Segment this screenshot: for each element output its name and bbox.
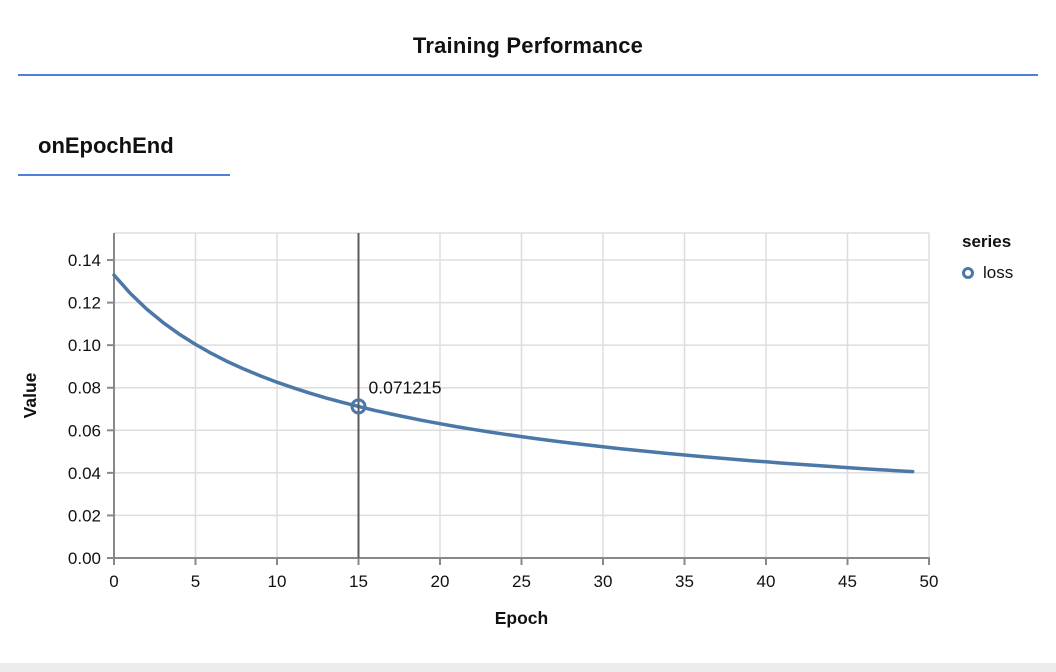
y-tick-label: 0.00	[68, 549, 101, 568]
x-tick-label: 35	[675, 572, 694, 591]
loss-line	[112, 273, 915, 474]
x-tick-label: 30	[594, 572, 613, 591]
title-divider	[18, 74, 1038, 76]
x-tick-label: 45	[838, 572, 857, 591]
y-tick-label: 0.06	[68, 421, 101, 440]
x-tick-label: 5	[191, 572, 200, 591]
y-tick-label: 0.12	[68, 294, 101, 313]
x-tick-label: 50	[920, 572, 939, 591]
x-tick-label: 40	[757, 572, 776, 591]
hover-value-label: 0.071215	[369, 377, 442, 397]
y-tick-label: 0.02	[68, 506, 101, 525]
x-tick-label: 25	[512, 572, 531, 591]
y-axis-title: Value	[20, 372, 40, 418]
x-axis-title: Epoch	[495, 608, 548, 628]
x-tick-label: 20	[431, 572, 450, 591]
next-surface-edge	[0, 663, 1056, 672]
y-tick-label: 0.08	[68, 379, 101, 398]
legend-item-label: loss	[983, 263, 1014, 282]
x-tick-label: 0	[109, 572, 118, 591]
section-heading: onEpochEnd	[38, 133, 174, 158]
page-title: Training Performance	[412, 33, 644, 58]
legend-item-loss[interactable]: loss	[962, 263, 1013, 283]
loss-chart: 0 5 10 15 20 25 30 35 40 45 50 0.00 0.02 0.04 0.06 0.08…	[20, 232, 939, 628]
plot-hover-area[interactable]	[114, 233, 929, 558]
legend-title: series	[962, 232, 1012, 251]
x-tick-label: 15	[349, 572, 368, 591]
y-tick-label: 0.04	[68, 464, 101, 483]
loss-series-marker-icon	[962, 267, 974, 279]
x-tick-label: 10	[268, 572, 287, 591]
hovered-point[interactable]	[350, 398, 367, 415]
chart-legend: series loss	[962, 232, 1013, 283]
y-tick-label: 0.14	[68, 251, 101, 270]
section-divider	[18, 174, 230, 176]
y-tick-label: 0.10	[68, 336, 101, 355]
